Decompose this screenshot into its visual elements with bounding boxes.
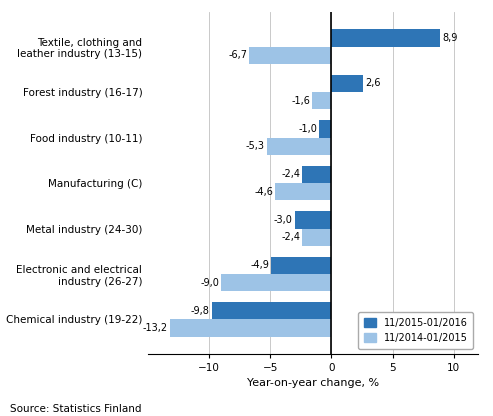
Bar bbox=[331, 75, 363, 92]
Bar bbox=[302, 228, 331, 246]
Text: 2,6: 2,6 bbox=[365, 79, 381, 89]
Bar bbox=[249, 47, 331, 64]
Bar bbox=[312, 92, 331, 109]
Text: -5,3: -5,3 bbox=[246, 141, 265, 151]
Bar bbox=[295, 211, 331, 228]
Text: -9,0: -9,0 bbox=[201, 277, 219, 287]
Bar bbox=[221, 274, 331, 291]
Text: -9,8: -9,8 bbox=[191, 306, 210, 316]
Bar bbox=[211, 302, 331, 319]
Bar bbox=[170, 319, 331, 337]
X-axis label: Year-on-year change, %: Year-on-year change, % bbox=[247, 378, 379, 388]
Text: -4,6: -4,6 bbox=[254, 187, 273, 197]
Text: -1,0: -1,0 bbox=[298, 124, 317, 134]
Text: -2,4: -2,4 bbox=[281, 232, 300, 242]
Text: -4,9: -4,9 bbox=[251, 260, 270, 270]
Text: 8,9: 8,9 bbox=[442, 33, 458, 43]
Text: -6,7: -6,7 bbox=[229, 50, 247, 60]
Text: -13,2: -13,2 bbox=[143, 323, 168, 333]
Bar bbox=[302, 166, 331, 183]
Bar bbox=[267, 138, 331, 155]
Bar bbox=[272, 257, 331, 274]
Bar bbox=[331, 29, 440, 47]
Text: Source: Statistics Finland: Source: Statistics Finland bbox=[10, 404, 141, 414]
Text: -2,4: -2,4 bbox=[281, 169, 300, 179]
Bar bbox=[275, 183, 331, 201]
Text: -1,6: -1,6 bbox=[291, 96, 310, 106]
Legend: 11/2015-01/2016, 11/2014-01/2015: 11/2015-01/2016, 11/2014-01/2015 bbox=[358, 312, 473, 349]
Text: -3,0: -3,0 bbox=[274, 215, 293, 225]
Bar bbox=[319, 120, 331, 138]
